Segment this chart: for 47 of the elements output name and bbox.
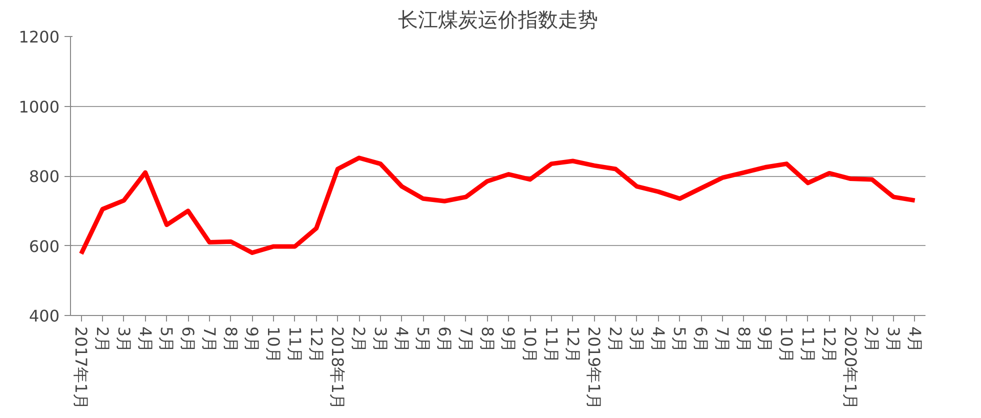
x-tick-label: 12月 — [306, 326, 326, 363]
x-tick-label: 6月 — [178, 326, 198, 353]
x-tick-label: 9月 — [242, 326, 262, 353]
y-tick-label: 400 — [28, 306, 60, 326]
y-tick-label: 800 — [28, 167, 60, 186]
y-tick-label: 1000 — [18, 97, 60, 116]
x-tick-label: 4月 — [136, 326, 155, 353]
x-tick-label: 12月 — [563, 326, 582, 363]
x-tick-label: 11月 — [542, 326, 561, 363]
x-tick-label: 2月 — [606, 326, 626, 353]
x-tick-label: 2019年1月 — [584, 326, 604, 410]
x-tick-label: 2月 — [350, 326, 369, 353]
x-tick-label: 6月 — [435, 326, 454, 353]
chart-title: 长江煤炭运价指数走势 — [398, 8, 598, 32]
x-tick-label: 8月 — [221, 326, 240, 353]
x-tick-label: 3月 — [884, 326, 903, 353]
x-tick-label: 3月 — [114, 326, 134, 353]
x-tick-label: 10月 — [264, 326, 284, 363]
x-tick-label: 2017年1月 — [72, 326, 91, 410]
x-tick-label: 4月 — [648, 326, 668, 353]
x-tick-label: 12月 — [820, 326, 839, 363]
x-tick-label: 9月 — [499, 326, 518, 353]
x-tick-label: 7月 — [200, 326, 219, 353]
x-tick-label: 8月 — [734, 326, 754, 353]
x-tick-label: 2020年1月 — [841, 326, 860, 410]
x-tick-label: 10月 — [520, 326, 540, 363]
x-tick-label: 2018年1月 — [328, 326, 348, 410]
x-tick-label: 6月 — [692, 326, 711, 353]
x-tick-label: 9月 — [756, 326, 775, 353]
x-tick-label: 3月 — [370, 326, 390, 353]
x-tick-label: 5月 — [414, 326, 433, 353]
x-tick-label: 5月 — [670, 326, 690, 353]
x-tick-label: 7月 — [712, 326, 732, 353]
y-tick-label: 1200 — [18, 28, 60, 46]
x-tick-label: 4月 — [905, 326, 924, 353]
x-tick-label: 11月 — [798, 326, 818, 363]
x-tick-label: 10月 — [777, 326, 796, 363]
x-tick-label: 2月 — [93, 326, 112, 353]
y-tick-label: 600 — [28, 236, 60, 256]
x-tick-label: 2月 — [862, 326, 882, 353]
x-tick-label: 5月 — [157, 326, 176, 353]
x-tick-label: 11月 — [285, 326, 304, 363]
x-tick-label: 8月 — [478, 326, 497, 353]
x-tick-label: 4月 — [392, 326, 412, 353]
x-tick-label: 7月 — [456, 326, 476, 353]
x-tick-label: 3月 — [627, 326, 646, 353]
line-series — [78, 156, 918, 256]
